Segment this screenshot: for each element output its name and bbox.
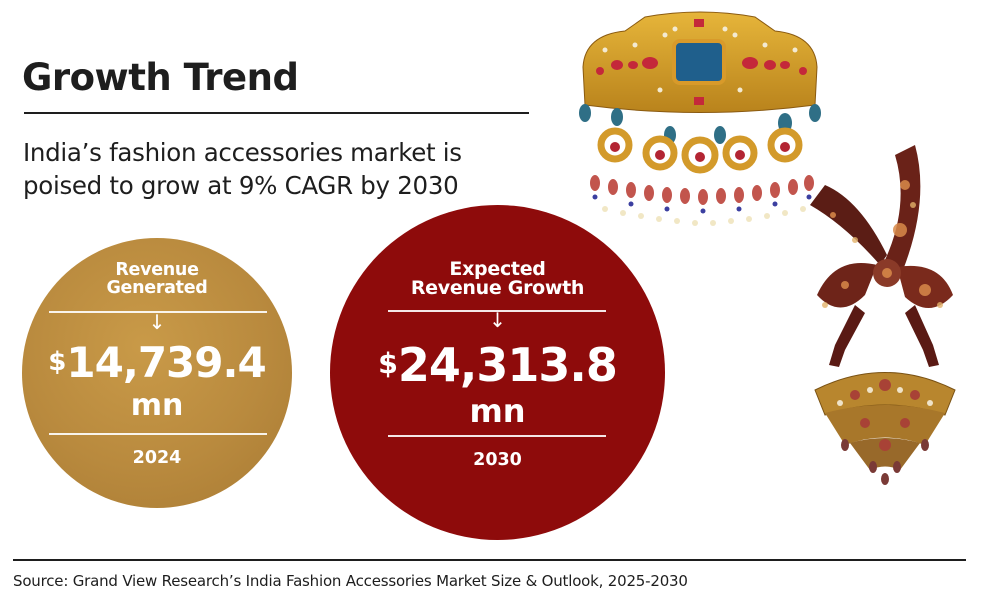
expected-revenue-growth-card: Expected Revenue Growth ↓ $24,313.8 mn 2… xyxy=(330,205,665,540)
stat-divider-bottom xyxy=(388,435,606,437)
stat-number: 14,739.4 xyxy=(66,338,266,387)
stat-value: $14,739.4 xyxy=(22,338,292,387)
stat-label-line-1: Revenue xyxy=(115,260,199,280)
stat-year: 2030 xyxy=(473,450,522,470)
stat-unit: mn xyxy=(130,388,184,423)
stat-divider-bottom xyxy=(49,433,267,435)
stat-divider-top xyxy=(49,311,267,313)
stat-label: Expected Revenue Growth xyxy=(330,260,665,298)
title-divider xyxy=(24,112,529,114)
arrow-down-icon: ↓ xyxy=(148,310,166,334)
stat-number: 24,313.8 xyxy=(397,338,618,392)
subtitle-line-1: India’s fashion accessories market is xyxy=(23,138,462,167)
page-subtitle: India’s fashion accessories market is po… xyxy=(23,136,543,202)
ribbon-bow-necklace-image xyxy=(810,145,956,485)
stat-unit: mn xyxy=(469,392,526,430)
currency-symbol: $ xyxy=(48,346,66,377)
page-title: Growth Trend xyxy=(22,56,299,99)
currency-symbol: $ xyxy=(378,347,398,381)
stat-value: $24,313.8 xyxy=(330,338,665,392)
arrow-down-icon: ↓ xyxy=(489,308,506,332)
subtitle-line-2: poised to grow at 9% CAGR by 2030 xyxy=(23,171,459,200)
stat-year: 2024 xyxy=(132,448,182,468)
footer-divider xyxy=(13,559,966,561)
revenue-generated-card: Revenue Generated ↓ $14,739.4 mn 2024 xyxy=(22,238,292,508)
stat-label-line-1: Expected xyxy=(449,258,546,280)
stat-label-line-2: Generated xyxy=(106,277,208,298)
stat-divider-top xyxy=(388,310,606,312)
source-citation: Source: Grand View Research’s India Fash… xyxy=(13,572,688,590)
stat-label-line-2: Revenue Growth xyxy=(410,277,585,299)
gold-gemstone-choker-image xyxy=(579,11,821,226)
stat-label: Revenue Generated xyxy=(22,260,292,298)
